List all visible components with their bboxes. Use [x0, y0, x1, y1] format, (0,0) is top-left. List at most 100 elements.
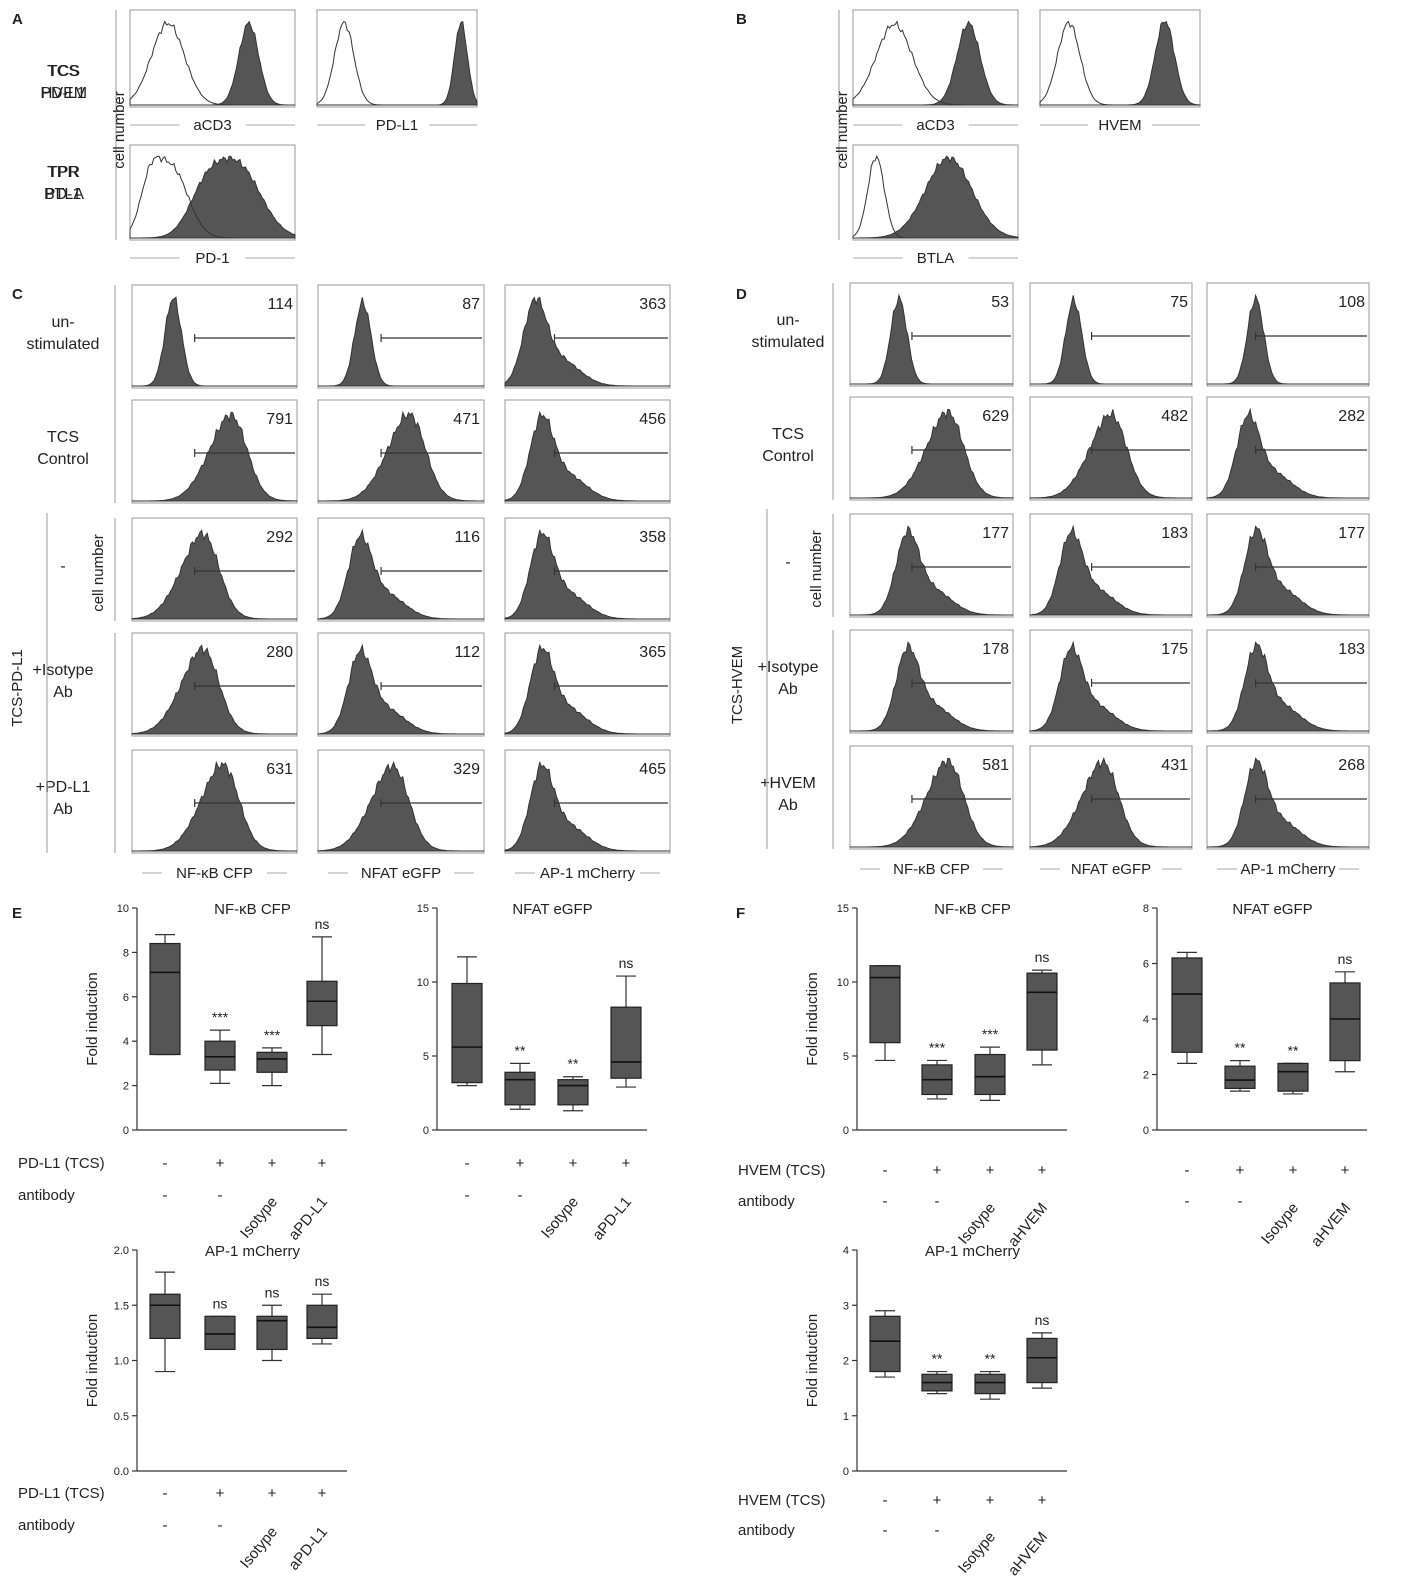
chartF-nfat-box — [1329, 982, 1361, 1062]
panelC-histogram-frame — [131, 749, 298, 854]
panelC-filled-histogram — [504, 760, 670, 852]
panelC-group-label: TCS-PD-L1 — [9, 649, 26, 727]
panelC-gate-count: 465 — [639, 761, 666, 778]
panelC-histogram-frame — [317, 284, 485, 389]
chartE-nfkb-box — [149, 942, 181, 1056]
chartE-nfkb-significance: *** — [212, 1009, 229, 1025]
panelE-condition-label: antibody — [18, 1187, 75, 1204]
panelF-ap1-condition-value: + — [986, 1492, 995, 1509]
panelD-filled-histogram — [1029, 640, 1192, 732]
panelC-filled-histogram — [131, 644, 297, 735]
panelD-filled-histogram — [1030, 295, 1192, 385]
chartE-nfat-y-tick-label: 5 — [423, 1051, 429, 1063]
panelC-filled-histogram — [318, 297, 484, 387]
chartE-nfkb-ylabel: Fold induction — [84, 972, 101, 1065]
panelC-filled-histogram — [318, 410, 484, 502]
panelB-filled-histogram — [1040, 20, 1201, 106]
chartE-ap1-box — [306, 1304, 338, 1340]
chartE-ap1-y-tick-label: 0.5 — [114, 1411, 129, 1423]
panelF-ap1-condition-label: HVEM (TCS) — [738, 1492, 826, 1509]
panelC-histogram-frame — [504, 284, 671, 389]
chartF-nfkb-box — [869, 965, 901, 1044]
chartE-nfat-box — [557, 1079, 589, 1106]
panelD-filled-histogram — [1029, 756, 1192, 848]
panelD-ylabel: cell number — [808, 530, 825, 608]
panelB-histogram-frame — [852, 9, 1019, 108]
chartE-nfkb-box — [204, 1040, 236, 1071]
panelC-histogram-frame — [131, 517, 298, 622]
panel-letter: D — [736, 286, 747, 303]
panelB-row-label: BTLA — [44, 186, 84, 203]
panelA-histogram-frame — [129, 9, 296, 108]
panelB-xlabel: aCD3 — [916, 117, 954, 134]
panelD-histogram-frame — [849, 745, 1014, 850]
chartF-nfat-box — [1171, 957, 1203, 1053]
panelD-histogram-frame — [1029, 282, 1193, 387]
panelF-condition-value: Isotype — [955, 1200, 999, 1248]
panel-letter: E — [12, 905, 22, 922]
chartE-ap1-box — [204, 1315, 236, 1351]
panel-letter: C — [12, 286, 23, 303]
panelF-condition-value: + — [986, 1162, 995, 1179]
panelF-nfat-condition-value: + — [1289, 1162, 1298, 1179]
panelA-ylabel: cell number — [111, 91, 128, 169]
panelD-histogram-frame — [1029, 513, 1193, 618]
panelE-condition-value: + — [318, 1155, 327, 1172]
chartF-nfkb-title: NF-κB CFP — [934, 901, 1011, 918]
panelC-histogram-frame — [131, 284, 298, 389]
panelC-histogram-frame — [317, 399, 485, 504]
panelD-row-label: Ab — [778, 797, 798, 814]
panelC-histogram-frame — [504, 399, 671, 504]
panelF-condition-value: + — [1038, 1162, 1047, 1179]
chartE-nfat-box — [610, 1006, 642, 1079]
panelC-gate-count: 791 — [266, 411, 293, 428]
panelC-filled-histogram — [132, 411, 298, 502]
chartF-ap1-box — [869, 1315, 901, 1373]
chartF-ap1-significance: ns — [1035, 1312, 1050, 1328]
panelF-nfat-condition-value: - — [1238, 1193, 1243, 1210]
panelD-row-label: +Isotype — [758, 659, 819, 676]
panelC-histogram-frame — [317, 517, 485, 622]
panelC-row-label: un- — [51, 314, 74, 331]
panelF-condition-value: - — [935, 1193, 940, 1210]
panelC-filled-histogram — [317, 760, 484, 852]
chartE-nfkb-y-tick-label: 6 — [123, 992, 129, 1004]
panelB-row-label: TPR — [48, 164, 80, 181]
panelB-open-histogram — [852, 20, 1018, 106]
chartE-ap1-significance: ns — [315, 1273, 330, 1289]
panelD-filled-histogram — [850, 293, 1013, 385]
panelF-ap1-condition-label: antibody — [738, 1522, 795, 1539]
panelD-histogram-frame — [1029, 745, 1193, 850]
panelC-histogram-frame — [504, 517, 671, 622]
chartF-nfat-y-tick-label: 0 — [1143, 1125, 1149, 1137]
chartF-nfkb-y-tick-label: 15 — [837, 903, 849, 915]
panelF-ap1-condition-value: aHVEM — [1005, 1529, 1051, 1580]
panelF-condition-label: HVEM (TCS) — [738, 1162, 826, 1179]
chartE-nfkb-title: NF-κB CFP — [214, 901, 291, 918]
panelD-column-label: NF-κB CFP — [893, 861, 970, 878]
panelD-column-label: NFAT eGFP — [1071, 861, 1151, 878]
panelC-histogram-frame — [317, 632, 485, 737]
chartE-nfat-y-tick-label: 10 — [417, 977, 429, 989]
chartF-nfat-y-tick-label: 4 — [1143, 1014, 1149, 1026]
panelE-nfat-condition-value: - — [518, 1187, 523, 1204]
panelF-ap1-condition-value: - — [883, 1492, 888, 1509]
panelD-histogram-frame — [1206, 745, 1370, 850]
panelE-condition-value: aPD-L1 — [285, 1194, 331, 1244]
panelF-nfat-condition-value: - — [1185, 1193, 1190, 1210]
chartE-nfkb-box — [256, 1051, 288, 1073]
chartF-ap1-ylabel: Fold induction — [804, 1314, 821, 1407]
panelF-condition-value: aHVEM — [1005, 1200, 1051, 1251]
panelD-gate-count: 183 — [1161, 525, 1188, 542]
panelD-filled-histogram — [850, 525, 1013, 616]
panelD-histogram-frame — [1029, 396, 1193, 501]
chartE-nfkb-y-tick-label: 0 — [123, 1125, 129, 1137]
panelE-ap1-condition-value: + — [216, 1485, 225, 1502]
panelC-column-label: NF-κB CFP — [176, 865, 253, 882]
panelB-xlabel: HVEM — [1098, 117, 1141, 134]
chartF-nfat-significance: ** — [1288, 1042, 1299, 1058]
panelD-histogram-frame — [1029, 629, 1193, 734]
chartF-ap1-box — [1026, 1337, 1058, 1384]
panelC-gate-count: 280 — [266, 644, 293, 661]
panelD-gate-count: 629 — [982, 408, 1009, 425]
